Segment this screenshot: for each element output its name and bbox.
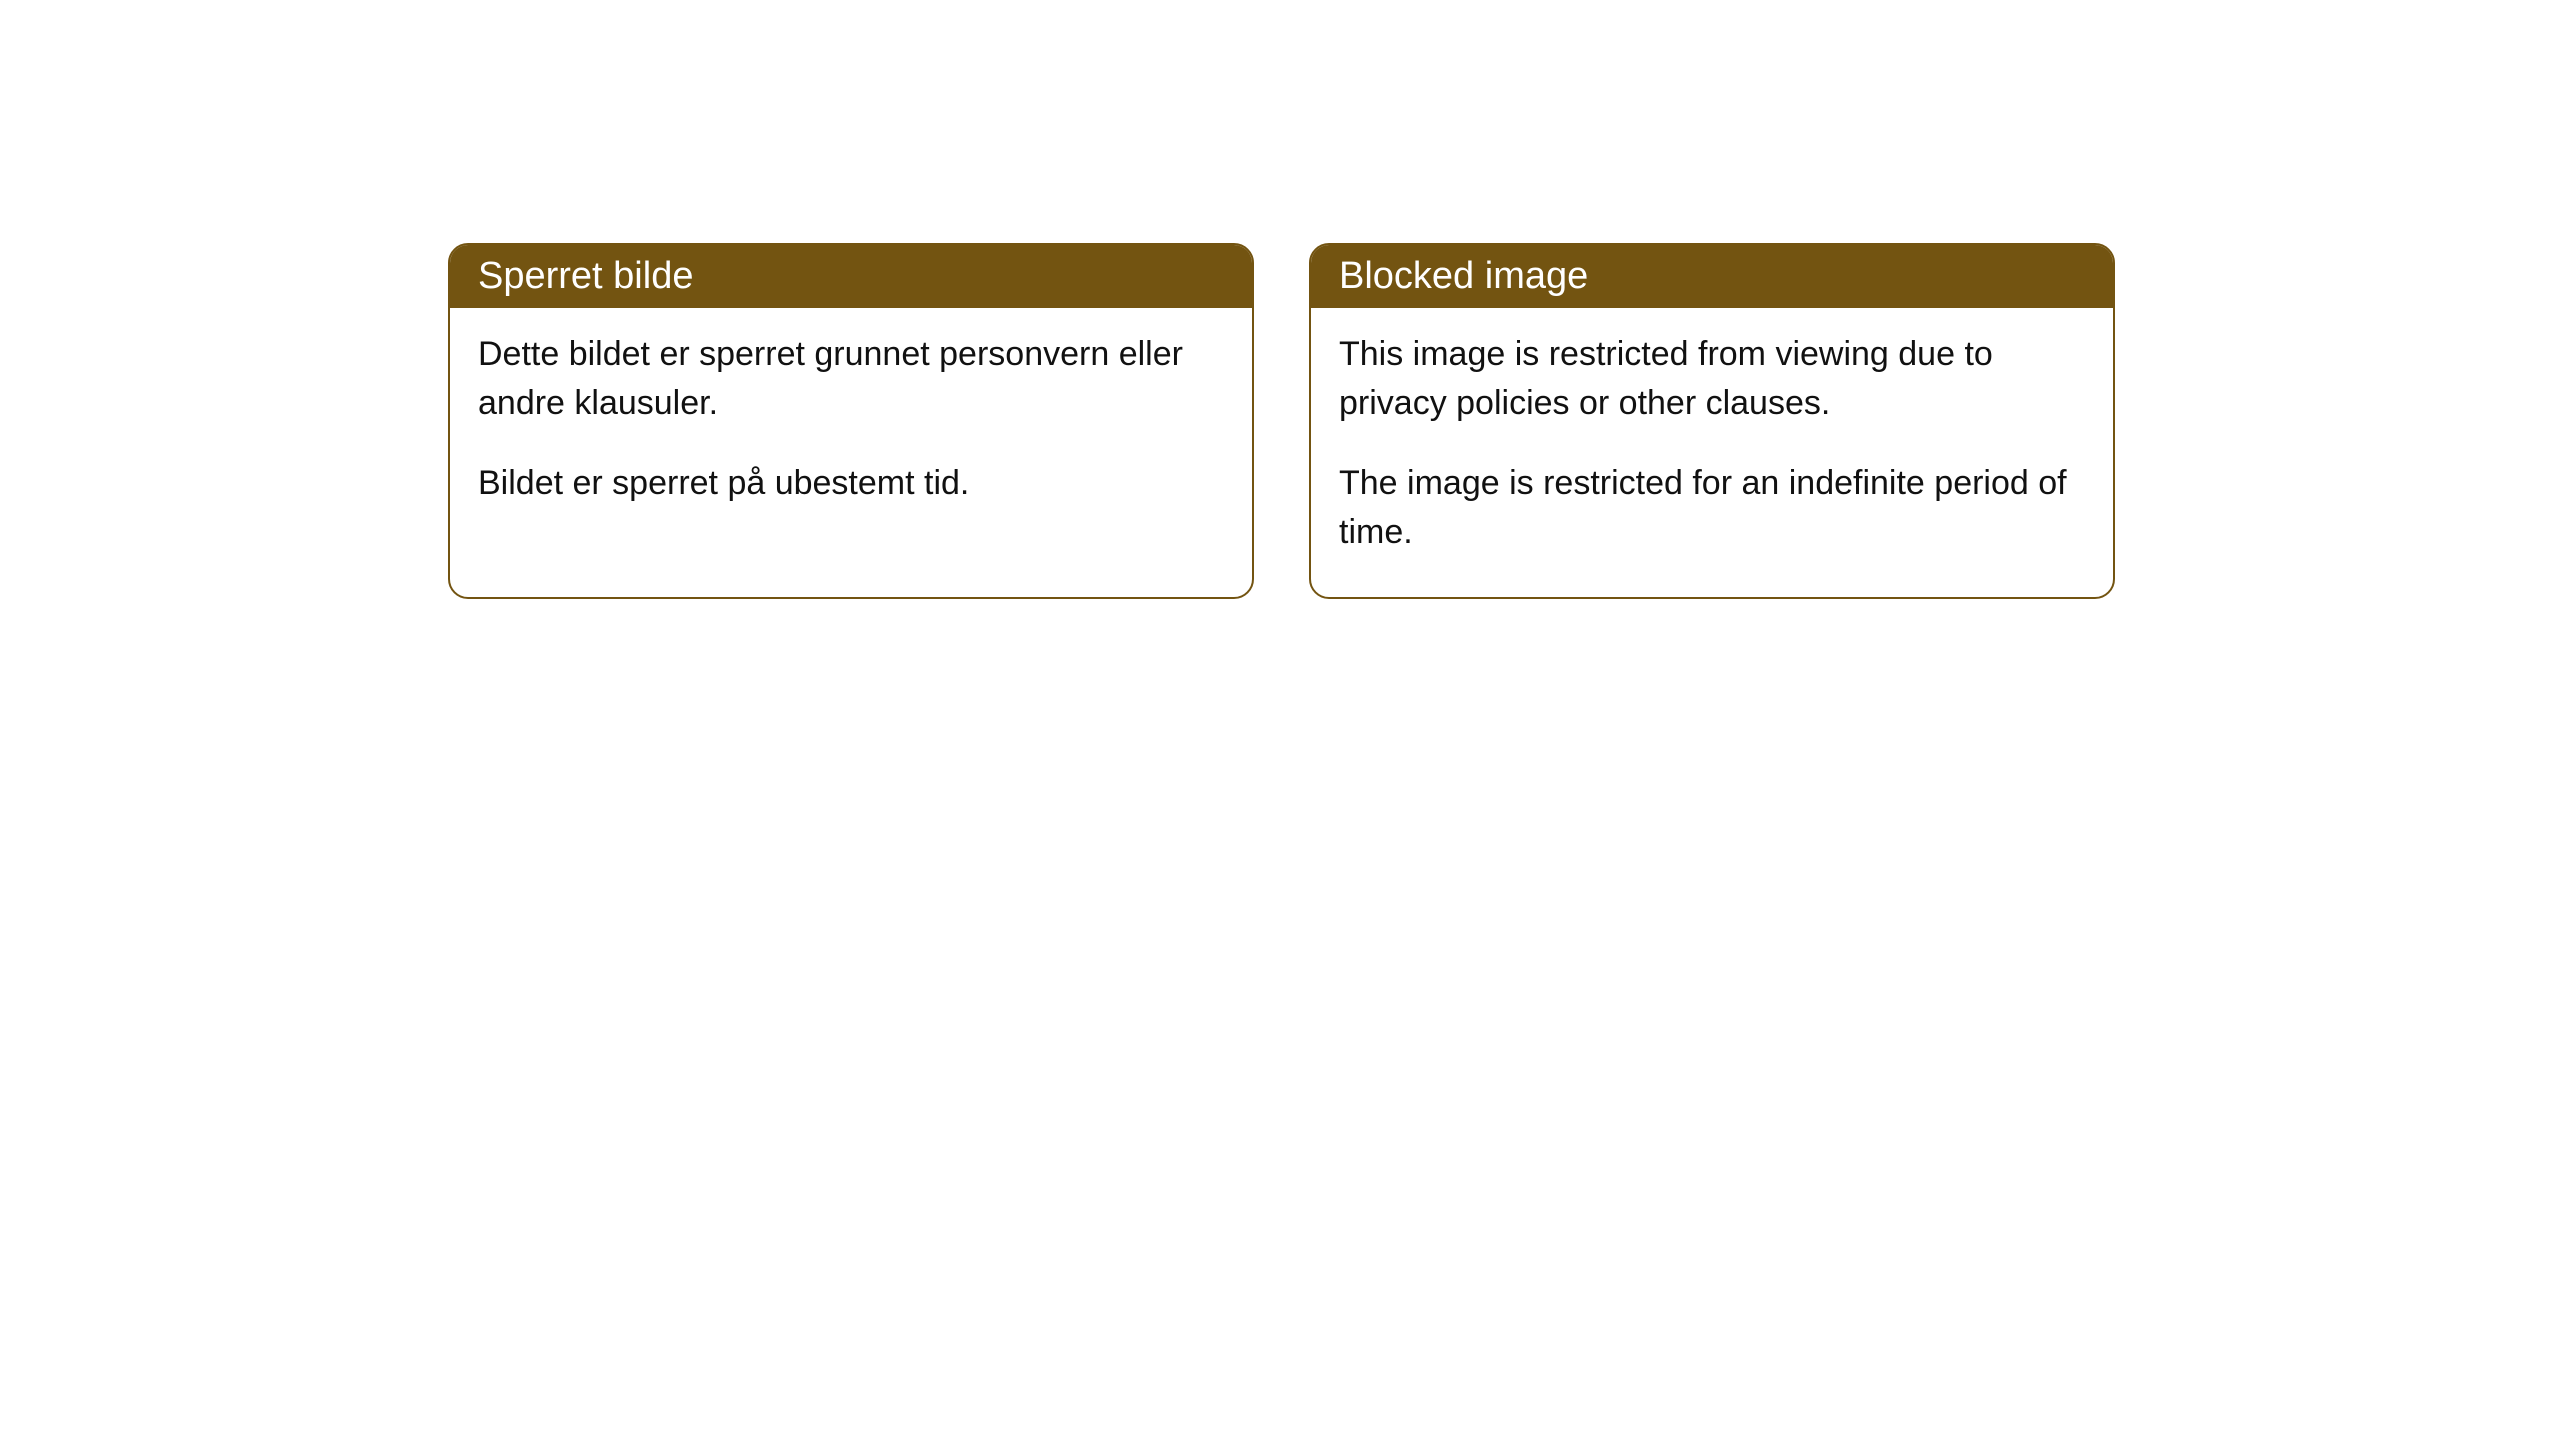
card-body-english: This image is restricted from viewing du… bbox=[1311, 308, 2113, 597]
card-paragraph-1: Dette bildet er sperret grunnet personve… bbox=[478, 330, 1224, 429]
blocked-image-card-norwegian: Sperret bilde Dette bildet er sperret gr… bbox=[448, 243, 1254, 599]
card-header-norwegian: Sperret bilde bbox=[450, 245, 1252, 308]
notice-cards-container: Sperret bilde Dette bildet er sperret gr… bbox=[448, 243, 2115, 599]
card-paragraph-2: The image is restricted for an indefinit… bbox=[1339, 459, 2085, 558]
card-paragraph-2: Bildet er sperret på ubestemt tid. bbox=[478, 459, 1224, 508]
card-header-english: Blocked image bbox=[1311, 245, 2113, 308]
card-paragraph-1: This image is restricted from viewing du… bbox=[1339, 330, 2085, 429]
card-body-norwegian: Dette bildet er sperret grunnet personve… bbox=[450, 308, 1252, 597]
blocked-image-card-english: Blocked image This image is restricted f… bbox=[1309, 243, 2115, 599]
